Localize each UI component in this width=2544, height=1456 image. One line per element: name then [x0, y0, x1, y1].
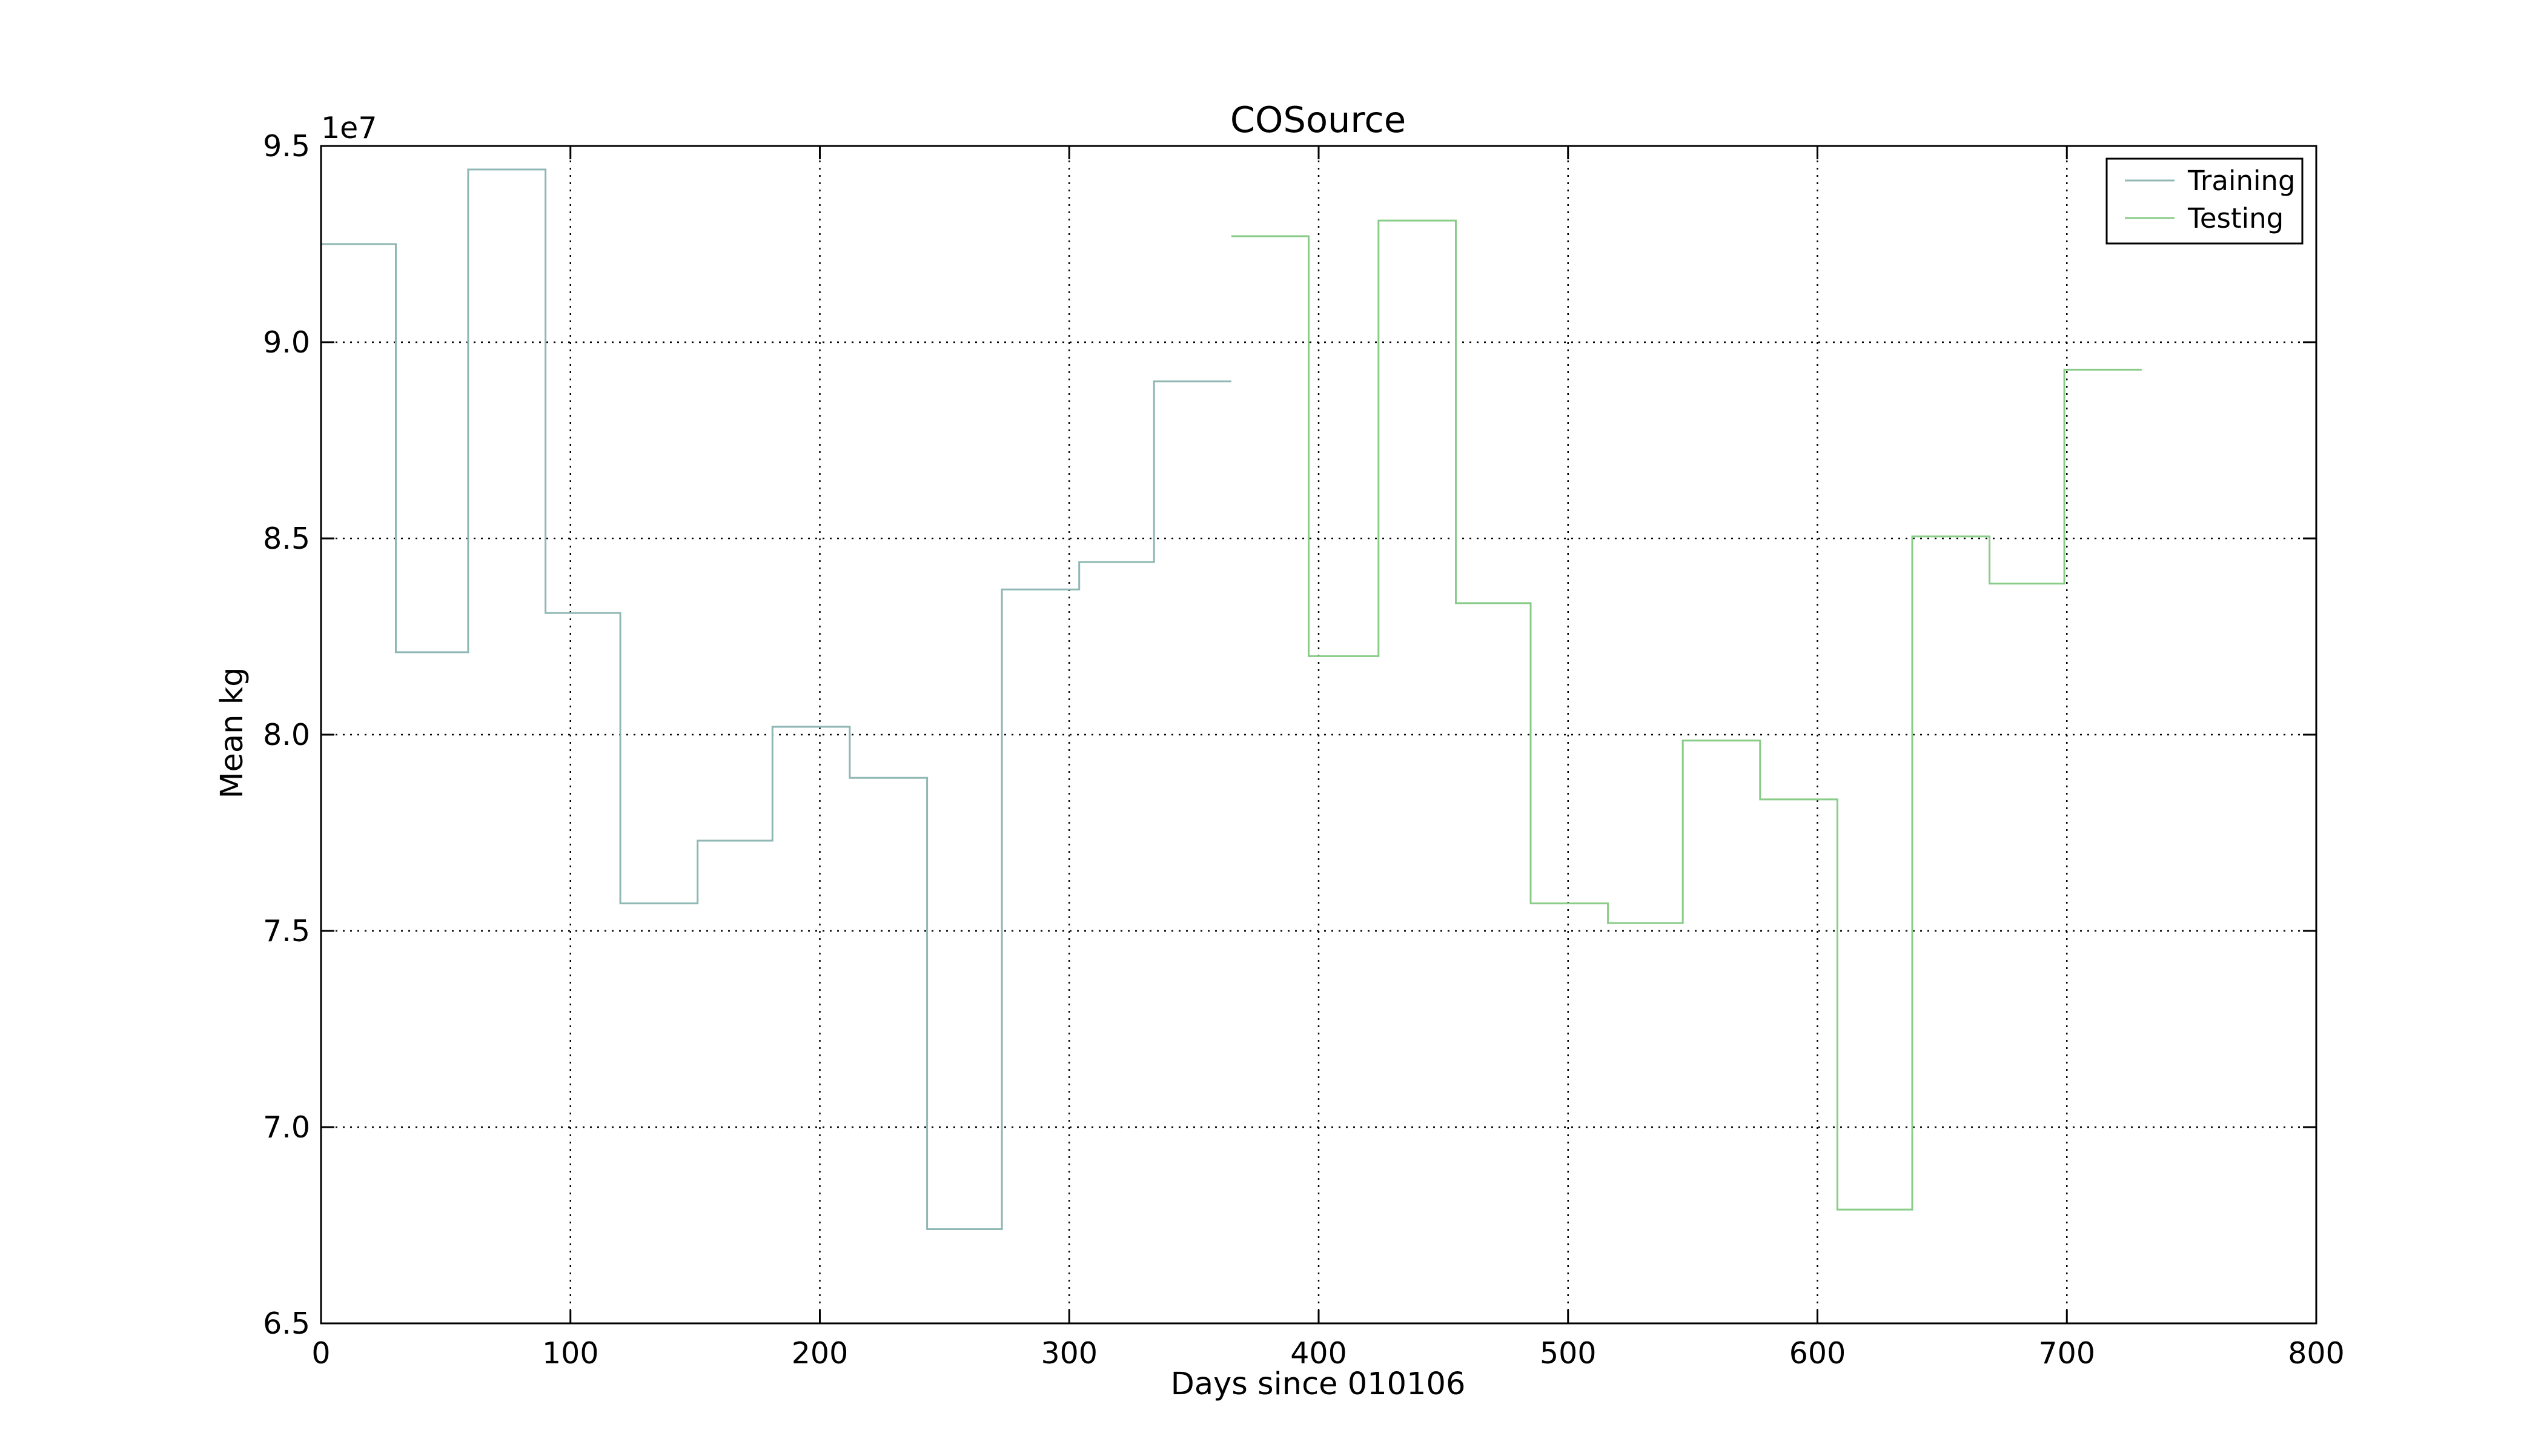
legend-label-training: Training [2187, 165, 2296, 197]
legend: Training Testing [2105, 157, 2304, 245]
y-tick-label: 7.0 [263, 1110, 310, 1145]
legend-label-testing: Testing [2187, 202, 2284, 234]
x-tick-label: 800 [2288, 1336, 2345, 1371]
y-axis-label: Mean kg [214, 667, 250, 798]
series-line-testing [1231, 219, 2142, 1211]
y-tick-label: 9.0 [263, 325, 310, 360]
series-line-training [321, 168, 1231, 1230]
x-tick-label: 300 [1041, 1336, 1098, 1371]
x-tick-label: 700 [2038, 1336, 2095, 1371]
x-axis-label: Days since 010106 [1171, 1366, 1466, 1402]
data-series [321, 168, 2142, 1230]
x-tick-label: 200 [792, 1336, 849, 1371]
chart-title: COSource [1230, 99, 1406, 141]
y-tick-label: 8.0 [263, 718, 310, 752]
grid-lines [321, 146, 2316, 1323]
x-tick-label: 100 [542, 1336, 599, 1371]
x-tick-label: 600 [1789, 1336, 1846, 1371]
legend-box [2105, 157, 2304, 245]
y-tick-label: 9.5 [263, 129, 310, 164]
y-tick-label: 6.5 [263, 1306, 310, 1341]
x-tick-label: 400 [1290, 1336, 1347, 1371]
y-tick-label: 8.5 [263, 521, 310, 556]
axis-ticks: 0 100 200 300 400 500 600 700 800 6.5 7.0 7.5 8.0 8.5… [263, 129, 2345, 1371]
x-tick-label: 0 [311, 1336, 330, 1371]
y-tick-label: 7.5 [263, 914, 310, 948]
y-axis-offset-label: 1e7 [321, 111, 377, 145]
x-tick-label: 500 [1540, 1336, 1597, 1371]
